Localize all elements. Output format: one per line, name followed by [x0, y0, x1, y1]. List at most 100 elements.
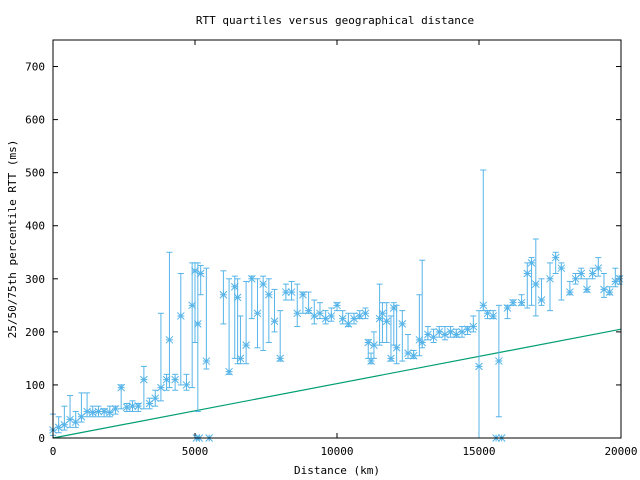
y-axis-label: 25/50/75th percentile RTT (ms) [6, 140, 19, 339]
median-marker [409, 351, 418, 360]
data-point [424, 326, 432, 341]
median-marker [577, 269, 586, 278]
median-marker [128, 402, 137, 411]
data-point [557, 262, 566, 301]
median-marker [392, 343, 401, 352]
median-marker [398, 320, 407, 328]
median-marker [583, 285, 591, 294]
y-tick-label: 500 [25, 167, 45, 180]
median-marker [441, 330, 449, 339]
median-marker [236, 354, 245, 363]
data-point [282, 283, 290, 301]
median-marker [304, 306, 313, 315]
data-point [370, 331, 378, 359]
data-point [382, 302, 391, 343]
median-marker [122, 403, 131, 412]
data-point [517, 294, 526, 307]
data-point [389, 302, 398, 346]
data-point [452, 328, 461, 339]
data-point [527, 257, 536, 306]
median-marker [333, 301, 341, 310]
median-marker [370, 341, 378, 349]
median-marker [600, 285, 608, 294]
data-point [253, 278, 262, 349]
median-marker [230, 282, 239, 291]
y-tick-label: 700 [25, 61, 45, 74]
data-point [165, 251, 174, 389]
median-marker [151, 394, 160, 403]
median-marker [404, 349, 412, 357]
median-marker [452, 330, 461, 339]
data-point [219, 270, 228, 325]
x-tick-label: 10000 [320, 445, 353, 458]
data-point [157, 312, 165, 402]
median-marker [171, 375, 179, 384]
data-point [446, 326, 455, 338]
median-marker [594, 264, 603, 273]
median-marker [270, 317, 279, 326]
data-point [77, 392, 86, 423]
median-marker [537, 296, 546, 304]
data-point [88, 405, 97, 418]
data-point [304, 291, 313, 315]
median-marker [546, 274, 554, 283]
median-marker [299, 290, 307, 299]
median-marker [191, 266, 199, 275]
chart-title: RTT quartiles versus geographical distan… [196, 14, 474, 27]
data-point [435, 326, 444, 338]
data-point [392, 304, 401, 365]
median-marker [605, 288, 614, 296]
data-point [151, 389, 160, 407]
median-marker [276, 354, 285, 363]
data-point [387, 315, 395, 363]
data-point [270, 288, 279, 333]
median-marker [182, 381, 191, 389]
median-marker [387, 354, 395, 363]
data-point [409, 349, 418, 360]
data-point [338, 310, 347, 325]
median-marker [259, 280, 268, 288]
median-marker [196, 269, 205, 278]
data-point [333, 301, 341, 312]
data-point [191, 262, 199, 343]
data-point [611, 267, 620, 288]
data-point [583, 278, 591, 294]
median-marker [378, 309, 387, 318]
data-point [588, 267, 597, 280]
data-point [469, 315, 478, 333]
median-marker [446, 328, 455, 336]
data-point [327, 307, 336, 322]
y-tick-label: 600 [25, 114, 45, 127]
median-marker [327, 312, 336, 320]
median-marker [77, 412, 86, 421]
data-point [230, 275, 239, 359]
median-marker [71, 418, 80, 426]
data-point [54, 416, 63, 434]
data-point [509, 298, 517, 307]
median-marker [83, 407, 91, 416]
median-marker [479, 301, 488, 310]
median-marker [94, 407, 103, 416]
median-marker [483, 309, 492, 318]
data-point [483, 309, 492, 320]
data-point [310, 299, 319, 325]
median-marker [134, 402, 143, 411]
y-tick-label: 100 [25, 379, 45, 392]
data-point [523, 262, 532, 309]
median-marker [611, 277, 620, 286]
median-marker [145, 399, 154, 408]
data-point [287, 280, 296, 301]
data-point [458, 326, 466, 338]
data-point [364, 338, 373, 359]
x-axis-label: Distance (km) [294, 464, 380, 477]
data-point [577, 267, 586, 280]
data-point [361, 307, 370, 320]
data-point [418, 259, 427, 349]
median-marker [321, 314, 330, 323]
median-marker [193, 320, 202, 328]
data-point [60, 405, 69, 431]
data-point [66, 395, 74, 428]
x-tick-label: 0 [50, 445, 57, 458]
x-tick-label: 5000 [182, 445, 209, 458]
